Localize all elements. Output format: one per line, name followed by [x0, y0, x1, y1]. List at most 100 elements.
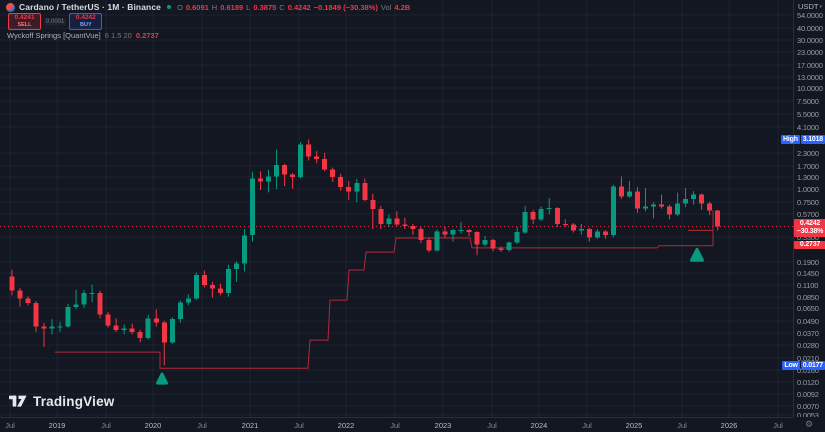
candle-body	[643, 206, 648, 209]
price-tick-label: 0.0120	[797, 377, 819, 387]
candle-body	[691, 194, 697, 199]
candle-body	[562, 223, 568, 225]
time-tick-month: Jul	[5, 421, 15, 430]
price-tick-label: 0.0070	[797, 401, 819, 411]
price-tick-label: 5.5000	[797, 109, 819, 119]
symbol-title[interactable]: Cardano / TetherUS · 1M · Binance	[19, 2, 161, 12]
chart-pane[interactable]	[0, 0, 793, 417]
price-tick-label: 0.7500	[797, 197, 819, 207]
price-axis[interactable]: USDT ▾ 54.0000 40.0000 30.0000 23.0000 17.00…	[781, 0, 825, 420]
price-tick-label: 0.0850	[797, 292, 819, 302]
axis-settings-corner[interactable]: ⚙	[793, 417, 825, 431]
status-line: Cardano / TetherUS · 1M · Binance O 0.60…	[6, 2, 410, 12]
candle-body	[675, 203, 681, 215]
candle-body	[466, 229, 472, 233]
price-tick-label: 0.0280	[797, 340, 819, 350]
price-tick-label: 17.0000	[797, 60, 823, 70]
price-tick-label: 10.0000	[797, 83, 823, 93]
candle-body	[522, 212, 528, 233]
price-tick-label: 0.0160	[797, 365, 819, 375]
candle-body	[418, 229, 424, 240]
candle-body	[145, 318, 151, 339]
buy-price: 0.4242	[75, 14, 96, 21]
price-tick-label: 0.1900	[797, 257, 819, 267]
high-price-label: High 3.1018	[781, 135, 825, 144]
time-tick-year: 2026	[720, 421, 738, 430]
time-tick-month: Jul	[197, 421, 207, 430]
high-label: H	[211, 2, 218, 12]
candle-body	[73, 304, 79, 308]
candle-body	[651, 204, 656, 207]
candle-body	[538, 209, 544, 220]
candle-body	[683, 198, 689, 204]
candle-body	[370, 199, 376, 210]
sell-button[interactable]: 0.4241 SELL	[8, 13, 41, 30]
candle-body	[33, 302, 39, 327]
price-tick-label: 0.1450	[797, 268, 819, 278]
candle-body	[298, 144, 304, 178]
indicator-name[interactable]: Wyckoff Springs [QuantVue]	[7, 31, 101, 40]
candle-body	[338, 177, 344, 187]
candle-body	[65, 307, 71, 327]
candle-body	[434, 231, 440, 251]
time-tick-month: Jul	[582, 421, 592, 430]
time-tick-year: 2021	[241, 421, 259, 430]
sell-price: 0.4241	[14, 14, 35, 21]
candle-body	[282, 165, 288, 175]
indicator-price-label: 0.2737	[794, 241, 825, 249]
time-axis[interactable]: Jul 2019 Jul 2020 Jul 2021 Jul 2022 Jul 2023 Jul 20…	[0, 417, 825, 432]
price-tick-label: 4.1000	[797, 122, 819, 132]
trade-buttons: 0.4241 SELL 0.0001 0.4242 BUY	[8, 13, 103, 30]
candle-body	[618, 186, 624, 197]
low-value: 0.3875	[253, 2, 277, 12]
price-tick-label: 0.0650	[797, 303, 819, 313]
time-tick-year: 2025	[625, 421, 643, 430]
time-tick-year: 2022	[337, 421, 355, 430]
price-tick-label: 13.0000	[797, 72, 823, 82]
candle-body	[450, 230, 456, 235]
candle-body	[217, 288, 223, 293]
price-tick-label: 1.3000	[797, 172, 819, 182]
spring-signal-marker	[690, 247, 704, 262]
candle-body	[89, 292, 95, 294]
sell-label: SELL	[17, 21, 32, 28]
close-value: 0.4242	[287, 2, 311, 12]
candle-body	[250, 178, 255, 236]
candlestick-chart[interactable]	[0, 0, 793, 417]
candle-body	[17, 290, 23, 299]
candle-body	[458, 229, 464, 231]
buy-button[interactable]: 0.4242 BUY	[69, 13, 103, 30]
candle-body	[482, 240, 488, 245]
indicator-params: 6 1.5 20	[104, 31, 132, 40]
candle-body	[426, 239, 432, 251]
candle-body	[402, 224, 408, 226]
candle-body	[81, 292, 87, 305]
candle-body	[169, 319, 175, 343]
candle-body	[193, 275, 199, 299]
candle-body	[546, 207, 552, 210]
candle-body	[386, 218, 392, 224]
candle-body	[586, 229, 592, 238]
last-price-label: 0.4242 −30.38%	[794, 219, 825, 238]
time-tick-month: Jul	[773, 421, 783, 430]
indicator-status-line[interactable]: Wyckoff Springs [QuantVue] 6 1.5 20 0.27…	[7, 31, 159, 40]
price-tick-label: 54.0000	[797, 10, 823, 20]
candle-body	[25, 298, 31, 303]
candle-body	[121, 328, 127, 330]
price-tick-label: 0.0370	[797, 328, 819, 338]
gear-icon[interactable]: ⚙	[804, 418, 814, 429]
currency-selector[interactable]: USDT ▾	[794, 1, 825, 12]
tradingview-attribution[interactable]: TradingView	[9, 393, 114, 410]
candle-body	[258, 178, 263, 182]
candle-body	[626, 191, 632, 197]
time-tick-year: 2020	[144, 421, 162, 430]
candle-body	[209, 285, 215, 289]
candle-body	[346, 187, 352, 192]
candle-body	[354, 182, 360, 192]
candle-body	[554, 207, 560, 224]
price-tick-label: 0.0210	[797, 353, 819, 363]
candle-body	[322, 158, 328, 170]
candle-body	[266, 176, 271, 182]
candle-body	[57, 326, 63, 328]
spring-signal-marker	[156, 372, 168, 385]
